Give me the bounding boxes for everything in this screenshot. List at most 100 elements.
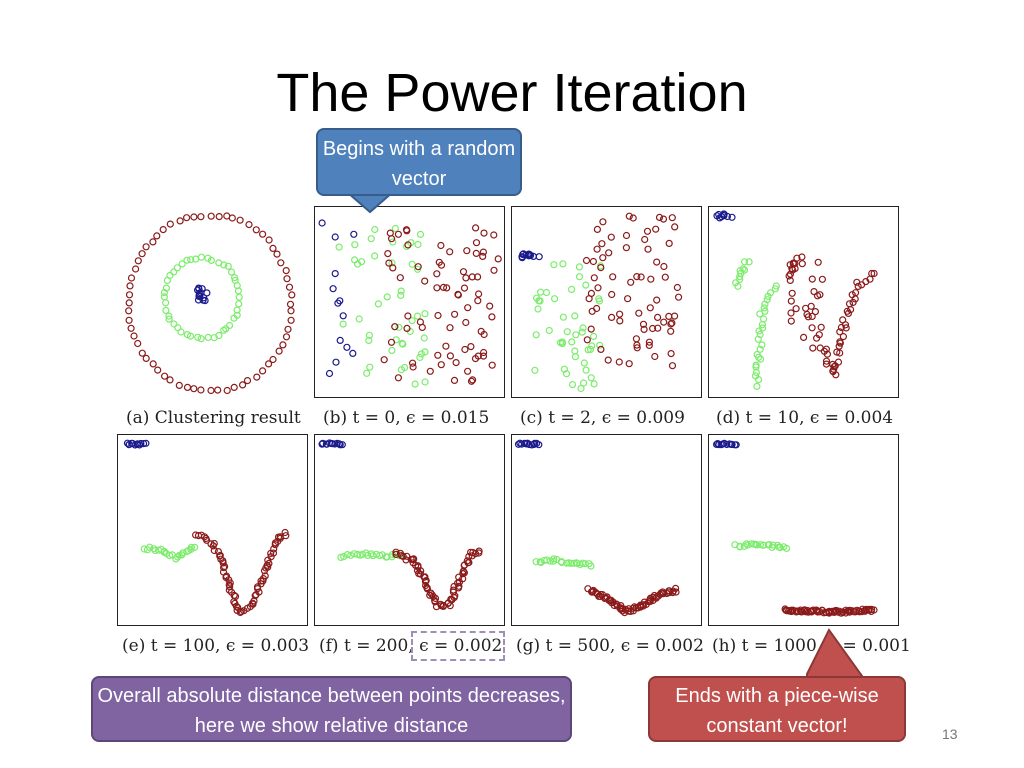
scatter-point <box>197 386 205 394</box>
scatter-point <box>675 293 683 301</box>
scatter-point <box>137 439 145 448</box>
scatter-point <box>739 265 747 273</box>
scatter-point <box>437 261 446 269</box>
scatter-point <box>230 314 238 322</box>
scatter-point <box>490 231 498 239</box>
scatter-point <box>480 348 488 357</box>
scatter-point <box>475 290 483 298</box>
scatter-point <box>160 288 169 297</box>
panel-e-plot <box>117 434 308 626</box>
scatter-point <box>786 261 794 269</box>
scatter-point <box>142 439 150 447</box>
scatter-point <box>854 282 862 291</box>
scatter-point <box>138 349 146 357</box>
scatter-point <box>434 311 442 320</box>
scatter-point <box>597 263 605 272</box>
scatter-point <box>668 319 676 327</box>
scatter-point <box>165 315 173 323</box>
scatter-point <box>640 325 648 334</box>
scatter-point <box>402 242 411 251</box>
scatter-point <box>782 544 791 553</box>
panel-b-caption: (b) t = 0, ϵ = 0.015 <box>323 408 490 428</box>
scatter-point <box>331 233 339 241</box>
scatter-point <box>202 536 211 544</box>
scatter-point <box>833 348 841 356</box>
panel-d-plot <box>708 206 899 398</box>
scatter-point <box>176 217 184 225</box>
piecewise-constant-callout: Ends with a piece-wise constant vector! <box>648 676 906 742</box>
scatter-point <box>590 274 598 282</box>
scatter-point <box>126 282 134 290</box>
scatter-point <box>416 353 424 362</box>
scatter-point <box>338 441 346 449</box>
scatter-point <box>191 543 199 551</box>
scatter-point <box>417 350 426 358</box>
plot-frame <box>314 434 505 626</box>
scatter-point <box>397 291 405 300</box>
scatter-point <box>472 249 480 258</box>
scatter-point <box>559 313 568 321</box>
scatter-point <box>535 441 543 449</box>
scatter-point <box>519 250 527 259</box>
scatter-point <box>404 241 412 249</box>
scatter-point <box>463 247 471 255</box>
scatter-point <box>463 557 471 565</box>
scatter-point <box>160 372 169 380</box>
scatter-point <box>659 215 668 223</box>
scatter-point <box>252 226 260 234</box>
scatter-point <box>868 269 876 278</box>
scatter-point <box>343 550 352 559</box>
scatter-point <box>170 268 178 276</box>
scatter-point <box>127 324 135 332</box>
scatter-point <box>665 312 673 321</box>
scatter-point <box>769 541 777 549</box>
scatter-point <box>740 258 749 266</box>
scatter-point <box>443 284 451 292</box>
scatter-point <box>571 312 579 320</box>
scatter-point <box>758 324 767 332</box>
scatter-point <box>201 296 209 305</box>
scatter-point <box>834 358 843 366</box>
scatter-point <box>585 295 593 303</box>
scatter-point <box>587 374 595 382</box>
scatter-point <box>394 230 403 238</box>
scatter-point <box>238 381 247 389</box>
scatter-point <box>637 273 645 281</box>
scatter-point <box>467 343 475 351</box>
scatter-point <box>282 333 291 341</box>
scatter-point <box>234 287 243 295</box>
scatter-point <box>455 573 463 581</box>
scatter-point <box>261 572 269 580</box>
epsilon-highlight-box <box>411 631 505 661</box>
scatter-point <box>608 290 616 299</box>
scatter-point <box>667 350 675 358</box>
scatter-point <box>816 291 824 299</box>
scatter-point <box>605 249 613 257</box>
scatter-point <box>357 258 366 266</box>
scatter-point <box>822 357 831 365</box>
scatter-point <box>787 317 795 325</box>
scatter-point <box>753 382 761 390</box>
scatter-point <box>173 264 181 272</box>
scatter-point <box>787 297 795 305</box>
scatter-point <box>437 241 445 250</box>
scatter-point <box>672 588 680 596</box>
scatter-point <box>207 212 215 220</box>
scatter-point <box>288 291 296 299</box>
scatter-point <box>575 263 584 271</box>
scatter-point <box>209 542 217 550</box>
page-number: 13 <box>942 726 958 742</box>
scatter-point <box>451 310 459 318</box>
scatter-point <box>282 266 290 275</box>
scatter-point <box>388 259 396 267</box>
scatter-point <box>594 284 602 292</box>
scatter-point <box>259 367 267 375</box>
scatter-point <box>397 366 406 374</box>
scatter-point <box>532 331 540 339</box>
plot-frame <box>117 434 308 626</box>
scatter-point <box>460 284 469 292</box>
scatter-point <box>190 385 198 393</box>
plot-frame <box>708 434 899 626</box>
scatter-point <box>815 331 823 339</box>
scatter-point <box>452 359 460 367</box>
